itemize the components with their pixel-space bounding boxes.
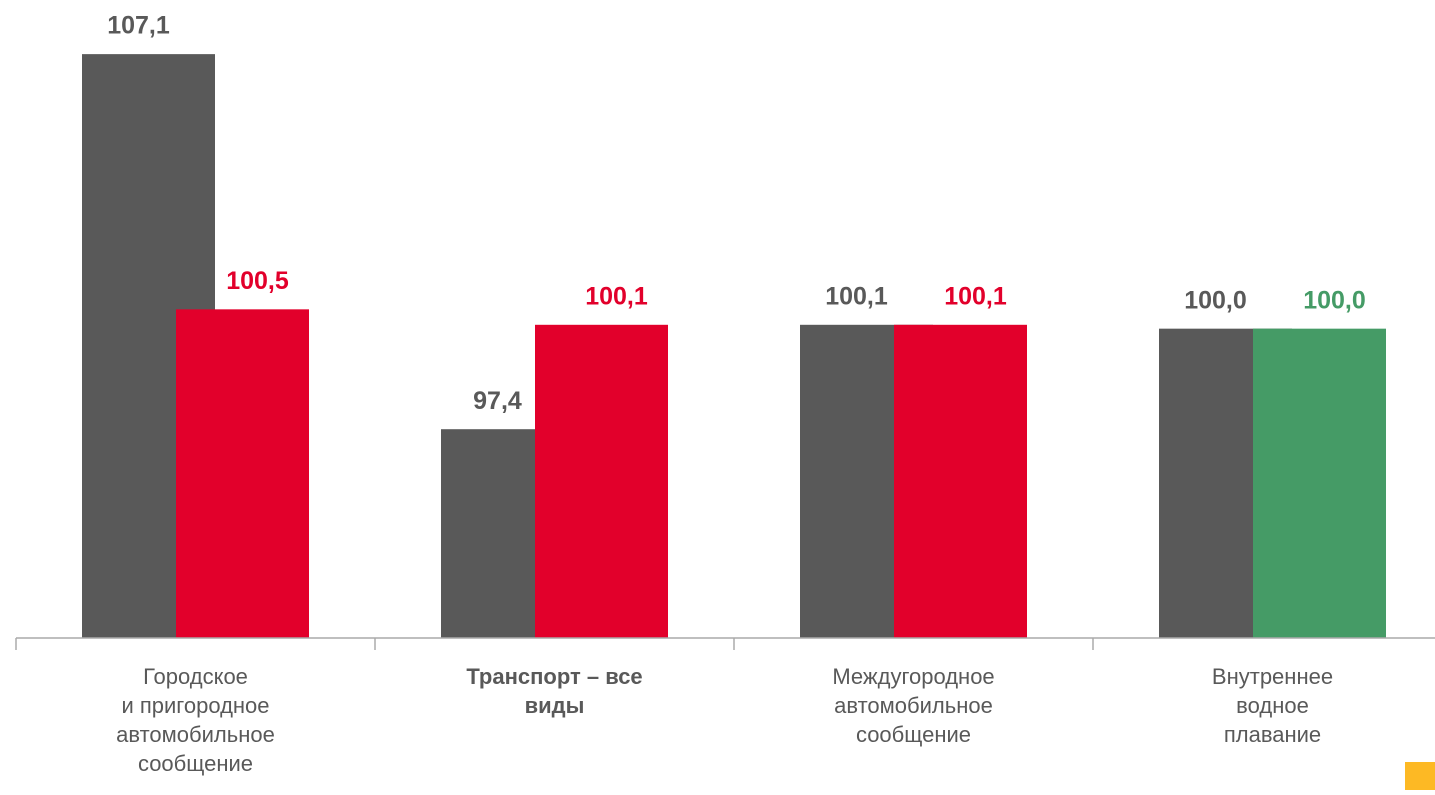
value-label: 100,1 bbox=[585, 282, 648, 310]
value-label: 100,5 bbox=[226, 267, 289, 295]
x-tick-label: водное bbox=[1236, 693, 1309, 718]
value-label: 97,4 bbox=[473, 387, 522, 415]
x-tick-label: Внутреннее bbox=[1212, 664, 1333, 689]
x-tick-label: автомобильное bbox=[116, 722, 275, 747]
x-tick-label: Транспорт – все bbox=[466, 664, 642, 689]
bar bbox=[176, 309, 309, 638]
x-tick-label: и пригородное bbox=[121, 693, 269, 718]
x-tick-label: автомобильное bbox=[834, 693, 993, 718]
x-tick-label: Городское bbox=[143, 664, 248, 689]
bar bbox=[894, 324, 1027, 638]
bar bbox=[1253, 328, 1386, 638]
x-tick-label: сообщение bbox=[856, 722, 971, 747]
bar bbox=[535, 324, 668, 638]
x-tick-label: виды bbox=[525, 693, 585, 718]
value-label: 100,1 bbox=[944, 282, 1007, 310]
x-tick-label: сообщение bbox=[138, 751, 253, 776]
value-label: 100,0 bbox=[1184, 286, 1247, 314]
x-tick-label: плавание bbox=[1224, 722, 1321, 747]
corner-mark bbox=[1405, 762, 1435, 790]
x-tick-label: Междугородное bbox=[832, 664, 994, 689]
value-label: 100,0 bbox=[1303, 286, 1366, 314]
value-label: 100,1 bbox=[825, 282, 888, 310]
value-label: 107,1 bbox=[107, 12, 170, 40]
